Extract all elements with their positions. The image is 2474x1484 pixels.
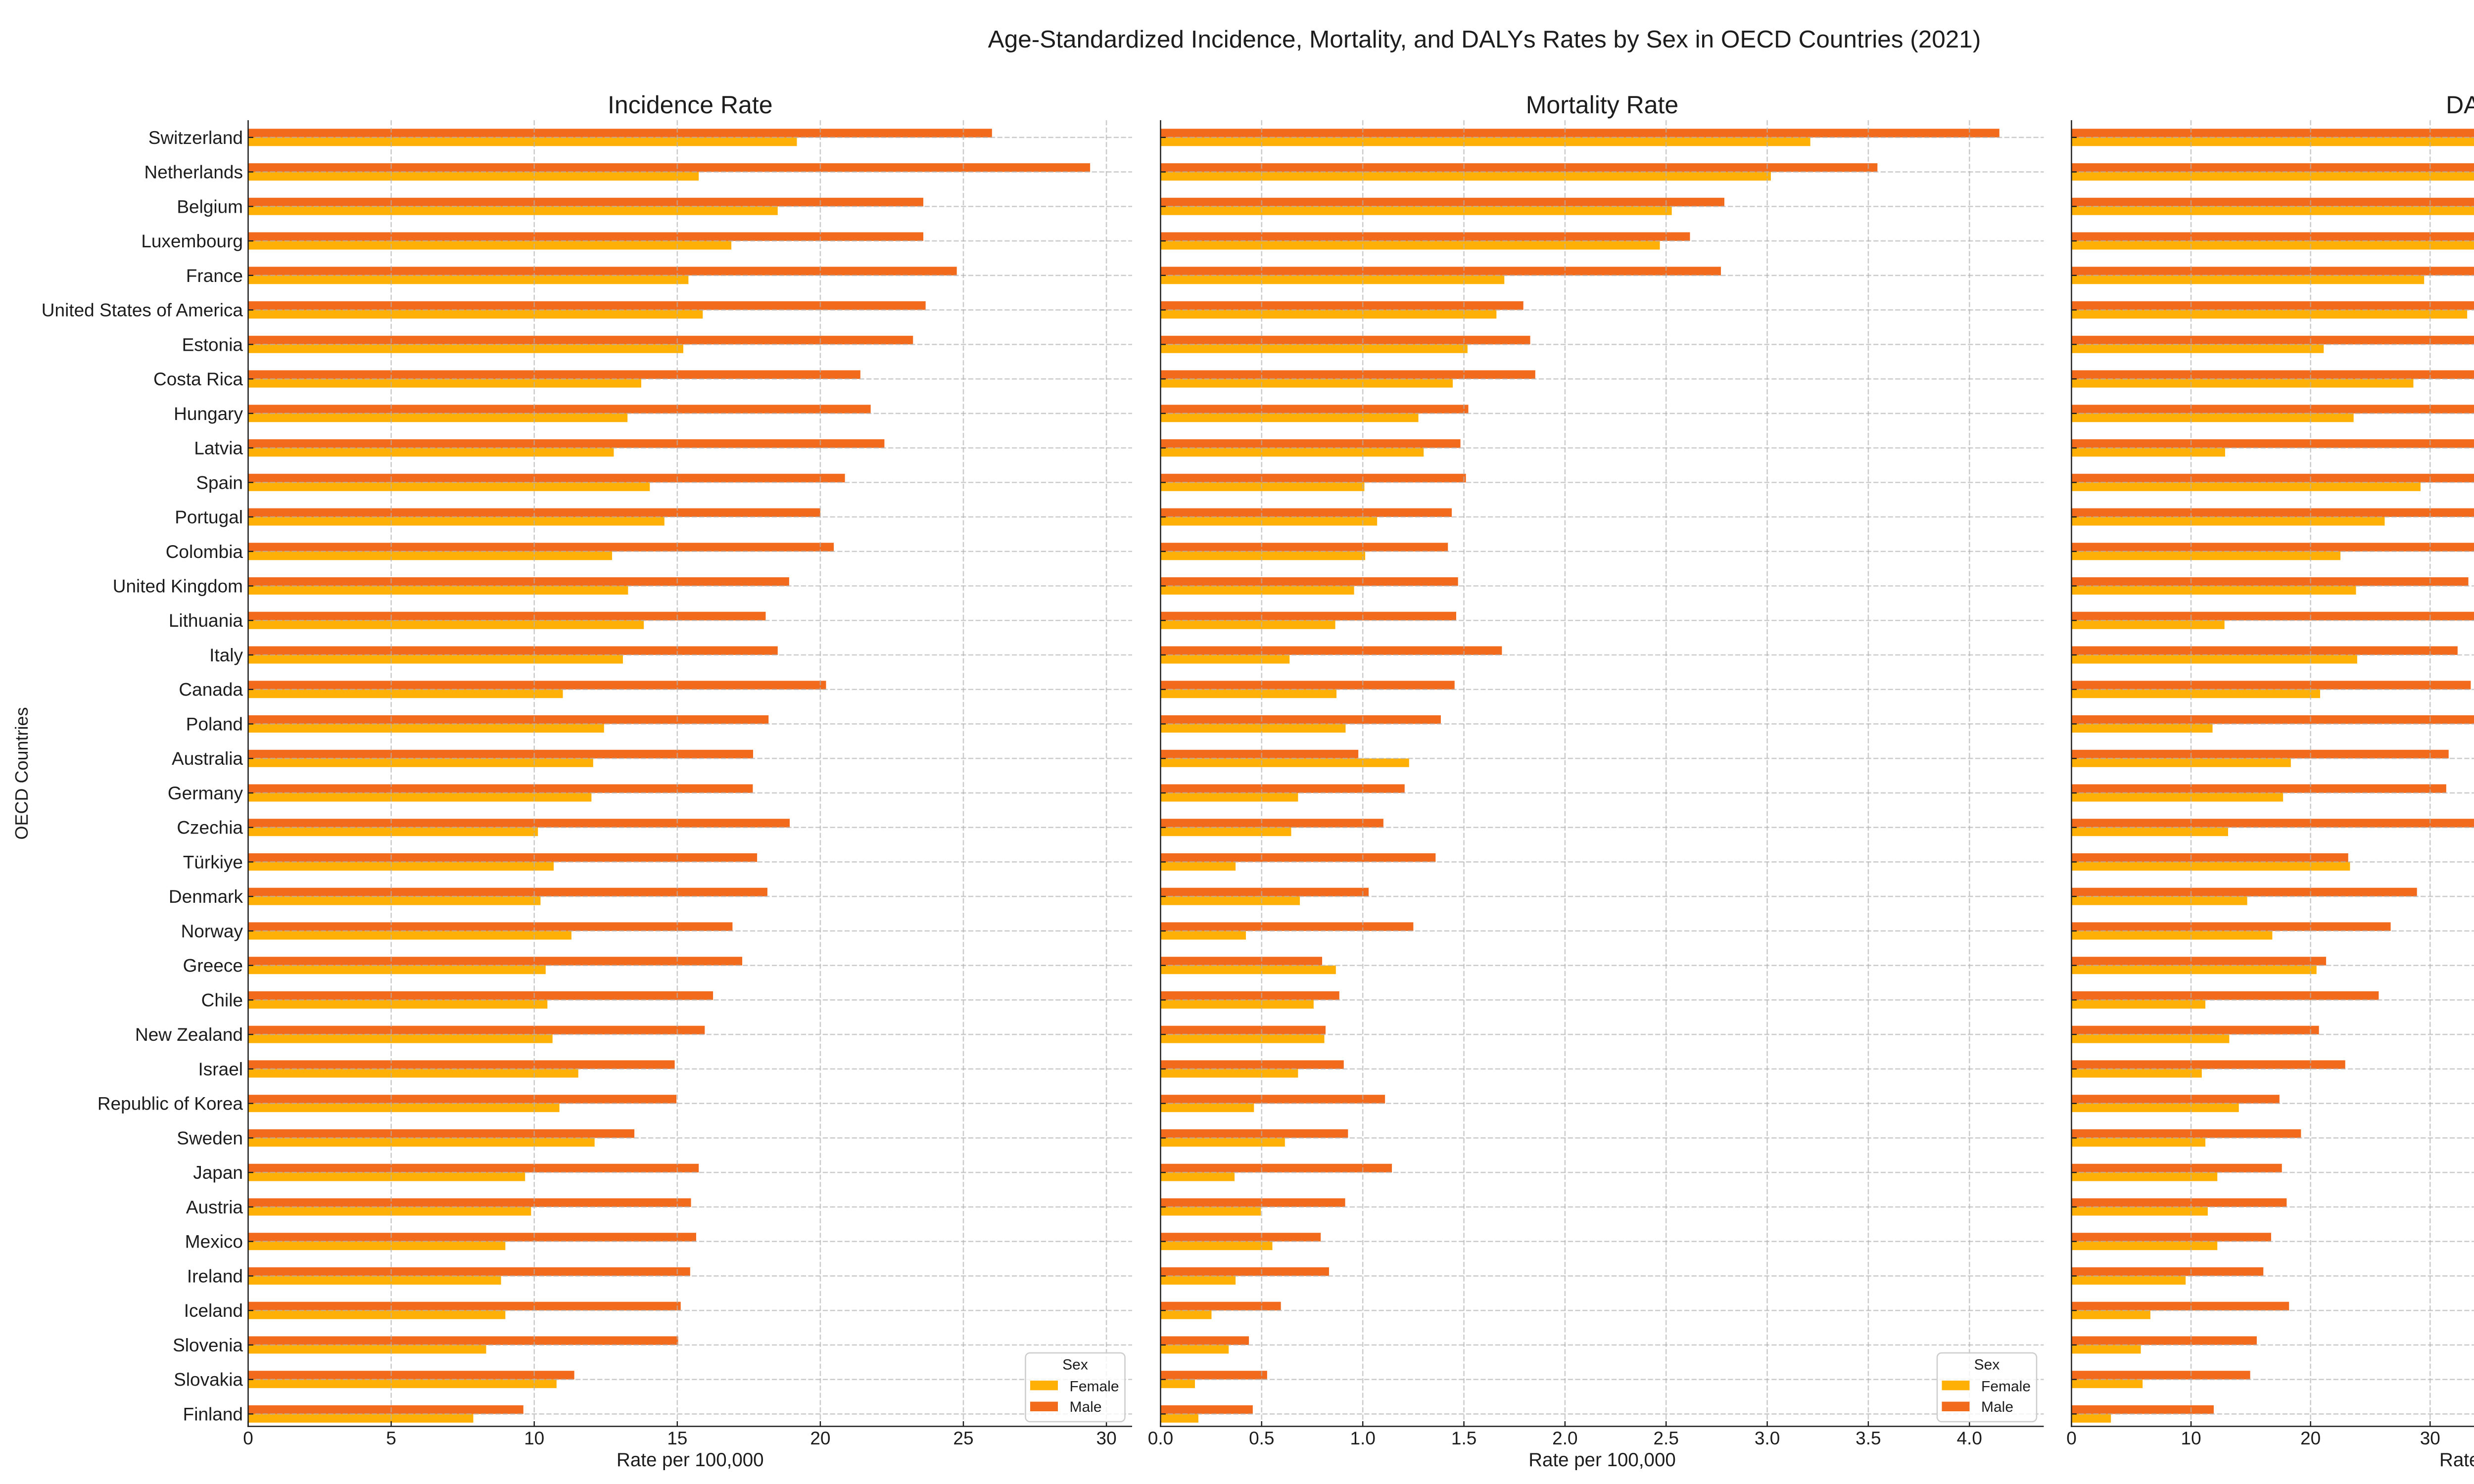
svg-text:Norway: Norway — [181, 921, 243, 941]
svg-text:Iceland: Iceland — [184, 1300, 243, 1321]
svg-text:Portugal: Portugal — [175, 507, 243, 527]
svg-text:30: 30 — [1096, 1428, 1117, 1448]
svg-text:15: 15 — [667, 1428, 687, 1448]
svg-text:0: 0 — [2066, 1428, 2077, 1448]
svg-text:Age-Standardized Incidence, Mo: Age-Standardized Incidence, Mortality, a… — [988, 26, 1981, 53]
svg-text:Switzerland: Switzerland — [148, 128, 243, 148]
svg-text:France: France — [186, 266, 243, 286]
svg-text:Finland: Finland — [183, 1404, 243, 1424]
svg-text:Chile: Chile — [201, 990, 243, 1010]
svg-text:Austria: Austria — [186, 1197, 243, 1217]
svg-text:0.5: 0.5 — [1249, 1428, 1274, 1448]
svg-text:Japan: Japan — [193, 1162, 243, 1183]
svg-text:Israel: Israel — [198, 1059, 243, 1079]
svg-text:Hungary: Hungary — [174, 404, 243, 424]
svg-text:Spain: Spain — [196, 472, 243, 493]
svg-text:Canada: Canada — [179, 680, 243, 700]
svg-text:United States of America: United States of America — [42, 300, 243, 321]
svg-text:30: 30 — [2420, 1428, 2440, 1448]
svg-text:0.0: 0.0 — [1148, 1428, 1173, 1448]
svg-text:Slovakia: Slovakia — [174, 1370, 243, 1390]
svg-text:Greece: Greece — [183, 956, 243, 976]
svg-text:1.5: 1.5 — [1451, 1428, 1476, 1448]
svg-text:Australia: Australia — [172, 748, 243, 769]
svg-text:Türkiye: Türkiye — [183, 852, 243, 872]
svg-text:OECD Countries: OECD Countries — [11, 707, 32, 839]
svg-text:Denmark: Denmark — [169, 886, 243, 907]
svg-text:Rate per 100,000: Rate per 100,000 — [617, 1449, 764, 1471]
svg-text:Costa Rica: Costa Rica — [153, 369, 243, 389]
svg-text:Netherlands: Netherlands — [144, 162, 243, 183]
svg-text:Latvia: Latvia — [194, 438, 243, 459]
svg-text:5: 5 — [386, 1428, 396, 1448]
svg-text:Incidence Rate: Incidence Rate — [608, 91, 773, 119]
svg-text:DALYs Rate: DALYs Rate — [2446, 91, 2474, 119]
svg-text:Poland: Poland — [186, 714, 243, 734]
svg-text:Czechia: Czechia — [177, 818, 243, 838]
svg-text:Male: Male — [1070, 1399, 1102, 1415]
svg-text:10: 10 — [2181, 1428, 2201, 1448]
svg-text:Belgium: Belgium — [177, 196, 243, 217]
svg-text:Germany: Germany — [168, 783, 243, 803]
svg-text:Rate per 100,000: Rate per 100,000 — [2439, 1449, 2474, 1471]
svg-text:3.0: 3.0 — [1755, 1428, 1780, 1448]
svg-text:Sex: Sex — [1062, 1356, 1088, 1373]
svg-text:1.0: 1.0 — [1350, 1428, 1375, 1448]
svg-text:Ireland: Ireland — [187, 1266, 243, 1286]
svg-text:Republic of Korea: Republic of Korea — [97, 1094, 243, 1114]
svg-text:2.0: 2.0 — [1552, 1428, 1577, 1448]
svg-text:United Kingdom: United Kingdom — [113, 576, 243, 597]
svg-text:20: 20 — [2300, 1428, 2321, 1448]
svg-text:Rate per 100,000: Rate per 100,000 — [1528, 1449, 1676, 1471]
svg-text:Italy: Italy — [209, 645, 243, 665]
svg-text:20: 20 — [810, 1428, 830, 1448]
svg-text:Luxembourg: Luxembourg — [141, 231, 243, 251]
svg-text:Lithuania: Lithuania — [169, 610, 243, 631]
svg-text:Estonia: Estonia — [182, 334, 243, 355]
svg-text:Sex: Sex — [1974, 1356, 2000, 1373]
svg-text:Colombia: Colombia — [166, 542, 243, 562]
svg-text:0: 0 — [243, 1428, 253, 1448]
svg-text:4.0: 4.0 — [1957, 1428, 1982, 1448]
svg-text:Male: Male — [1981, 1399, 2013, 1415]
svg-text:Sweden: Sweden — [177, 1128, 243, 1148]
svg-text:2.5: 2.5 — [1653, 1428, 1678, 1448]
svg-text:Mexico: Mexico — [185, 1232, 243, 1252]
svg-text:25: 25 — [953, 1428, 973, 1448]
svg-text:Slovenia: Slovenia — [173, 1335, 243, 1355]
svg-text:10: 10 — [524, 1428, 544, 1448]
svg-text:Female: Female — [1070, 1379, 1119, 1395]
svg-text:Female: Female — [1981, 1379, 2031, 1395]
svg-text:3.5: 3.5 — [1856, 1428, 1881, 1448]
svg-text:New Zealand: New Zealand — [135, 1024, 243, 1045]
svg-text:Mortality Rate: Mortality Rate — [1526, 91, 1678, 119]
